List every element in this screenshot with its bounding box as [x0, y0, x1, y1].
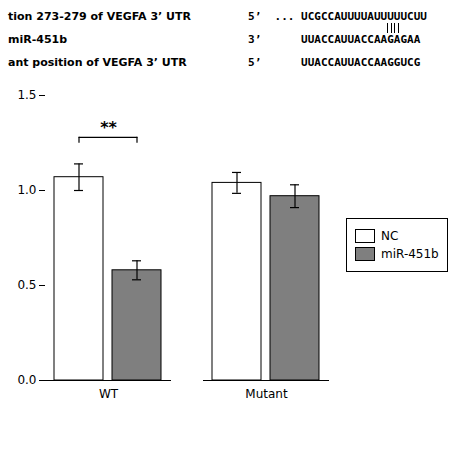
svg-text:0.0: 0.0 [17, 373, 36, 387]
svg-text:0.5: 0.5 [17, 278, 36, 292]
html-text:NC: NC [381, 229, 399, 243]
svg-text:1.0: 1.0 [17, 183, 36, 197]
html-text:tion 273-279 of VEGFA 3’ UTR: tion 273-279 of VEGFA 3’ UTR [8, 10, 191, 23]
html-text:ant position of VEGFA 3’ UTR: ant position of VEGFA 3’ UTR [8, 56, 187, 69]
svg-text:**: ** [100, 118, 117, 137]
svg-text:1.5: 1.5 [17, 88, 36, 102]
svg-text:Mutant: Mutant [245, 387, 288, 401]
html-text:miR-451b: miR-451b [8, 33, 68, 46]
html-text:miR-451b: miR-451b [381, 247, 439, 261]
html-text:5’ UUACCAUUACCAAGGUCG: 5’ UUACCAUUACCAAGGUCG [248, 56, 421, 69]
svg-text:WT: WT [99, 387, 119, 401]
html-text:5’ ... UCGCCAUUUUAUUUUUCUU: 5’ ... UCGCCAUUUUAUUUUUCUU [248, 10, 427, 23]
html-text:3’ UUACCAUUACCAAGAGAA: 3’ UUACCAUUACCAAGAGAA [248, 33, 421, 46]
